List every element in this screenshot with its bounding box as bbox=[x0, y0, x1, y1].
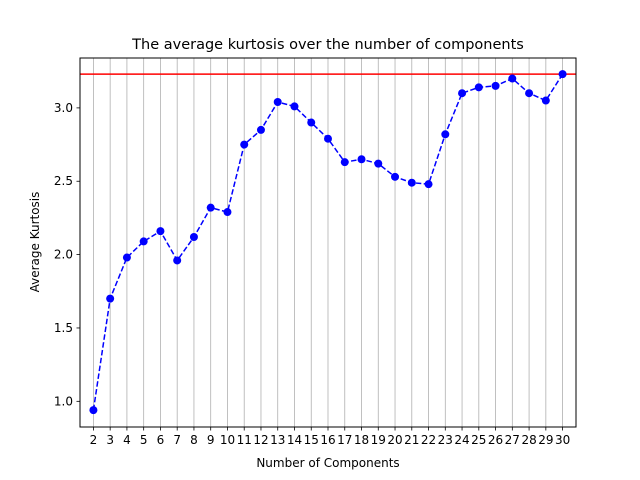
x-axis-label: Number of Components bbox=[256, 456, 399, 470]
kurtosis-data-point bbox=[508, 74, 517, 83]
y-axis-label: Average Kurtosis bbox=[28, 192, 42, 293]
kurtosis-data-point bbox=[374, 159, 383, 168]
x-tick-label: 12 bbox=[253, 433, 268, 447]
x-tick-label: 10 bbox=[220, 433, 235, 447]
kurtosis-data-point bbox=[139, 237, 148, 246]
x-tick-label: 11 bbox=[237, 433, 252, 447]
kurtosis-data-point bbox=[189, 232, 198, 241]
kurtosis-data-point bbox=[89, 406, 98, 415]
x-tick-label: 27 bbox=[505, 433, 520, 447]
x-tick-label: 4 bbox=[123, 433, 131, 447]
kurtosis-data-point bbox=[290, 102, 299, 111]
y-tick-label: 1.5 bbox=[54, 321, 73, 335]
x-tick-label: 28 bbox=[521, 433, 536, 447]
x-tick-label: 13 bbox=[270, 433, 285, 447]
x-tick-label: 5 bbox=[140, 433, 148, 447]
kurtosis-data-point bbox=[357, 155, 366, 164]
x-tick-label: 16 bbox=[320, 433, 335, 447]
x-tick-label: 18 bbox=[354, 433, 369, 447]
kurtosis-data-point bbox=[223, 208, 232, 217]
x-tick-label: 2 bbox=[90, 433, 98, 447]
x-tick-label: 17 bbox=[337, 433, 352, 447]
kurtosis-data-point bbox=[256, 125, 265, 134]
chart-title: The average kurtosis over the number of … bbox=[131, 37, 524, 53]
x-tick-label: 8 bbox=[190, 433, 198, 447]
kurtosis-data-point bbox=[474, 83, 483, 92]
kurtosis-data-point bbox=[558, 70, 567, 79]
kurtosis-data-point bbox=[206, 203, 215, 212]
x-tick-label: 25 bbox=[471, 433, 486, 447]
x-tick-label: 19 bbox=[371, 433, 386, 447]
kurtosis-data-point bbox=[106, 294, 115, 303]
x-tick-label: 20 bbox=[387, 433, 402, 447]
kurtosis-data-point bbox=[541, 96, 550, 105]
y-tick-label: 3.0 bbox=[54, 101, 73, 115]
kurtosis-data-point bbox=[525, 89, 534, 98]
y-tick-label: 2.5 bbox=[54, 174, 73, 188]
kurtosis-data-point bbox=[458, 89, 467, 98]
x-tick-label: 21 bbox=[404, 433, 419, 447]
kurtosis-data-point bbox=[273, 98, 282, 107]
x-tick-label: 29 bbox=[538, 433, 553, 447]
x-tick-label: 23 bbox=[438, 433, 453, 447]
kurtosis-data-point bbox=[491, 81, 500, 90]
x-tick-label: 14 bbox=[287, 433, 302, 447]
series-layer bbox=[89, 70, 567, 415]
kurtosis-data-point bbox=[441, 130, 450, 139]
kurtosis-data-point bbox=[122, 253, 131, 262]
y-tick-label: 1.0 bbox=[54, 394, 73, 408]
kurtosis-data-point bbox=[407, 178, 416, 187]
x-tick-label: 30 bbox=[555, 433, 570, 447]
kurtosis-data-point bbox=[240, 140, 249, 149]
x-ticks: 2 3 4 5 6 7 8 9 10 11 12 13 14 15 16 17 18 19 20 21 22 23 24 25… bbox=[90, 427, 570, 447]
x-tick-label: 24 bbox=[454, 433, 469, 447]
x-tick-label: 9 bbox=[207, 433, 215, 447]
x-tick-label: 22 bbox=[421, 433, 436, 447]
kurtosis-data-point bbox=[340, 158, 349, 167]
kurtosis-data-point bbox=[324, 134, 332, 143]
kurtosis-data-point bbox=[424, 180, 433, 189]
x-tick-label: 26 bbox=[488, 433, 503, 447]
x-tick-label: 3 bbox=[106, 433, 114, 447]
x-tick-label: 7 bbox=[173, 433, 181, 447]
x-tick-label: 6 bbox=[157, 433, 165, 447]
kurtosis-data-point bbox=[307, 118, 316, 127]
kurtosis-data-point bbox=[173, 256, 182, 265]
x-tick-label: 15 bbox=[304, 433, 319, 447]
y-tick-label: 2.0 bbox=[54, 248, 73, 262]
kurtosis-data-point bbox=[156, 227, 165, 236]
kurtosis-data-point bbox=[391, 172, 400, 181]
x-grid bbox=[93, 58, 563, 427]
y-ticks: 1.0 1.5 2.0 2.5 3.0 bbox=[54, 101, 80, 408]
